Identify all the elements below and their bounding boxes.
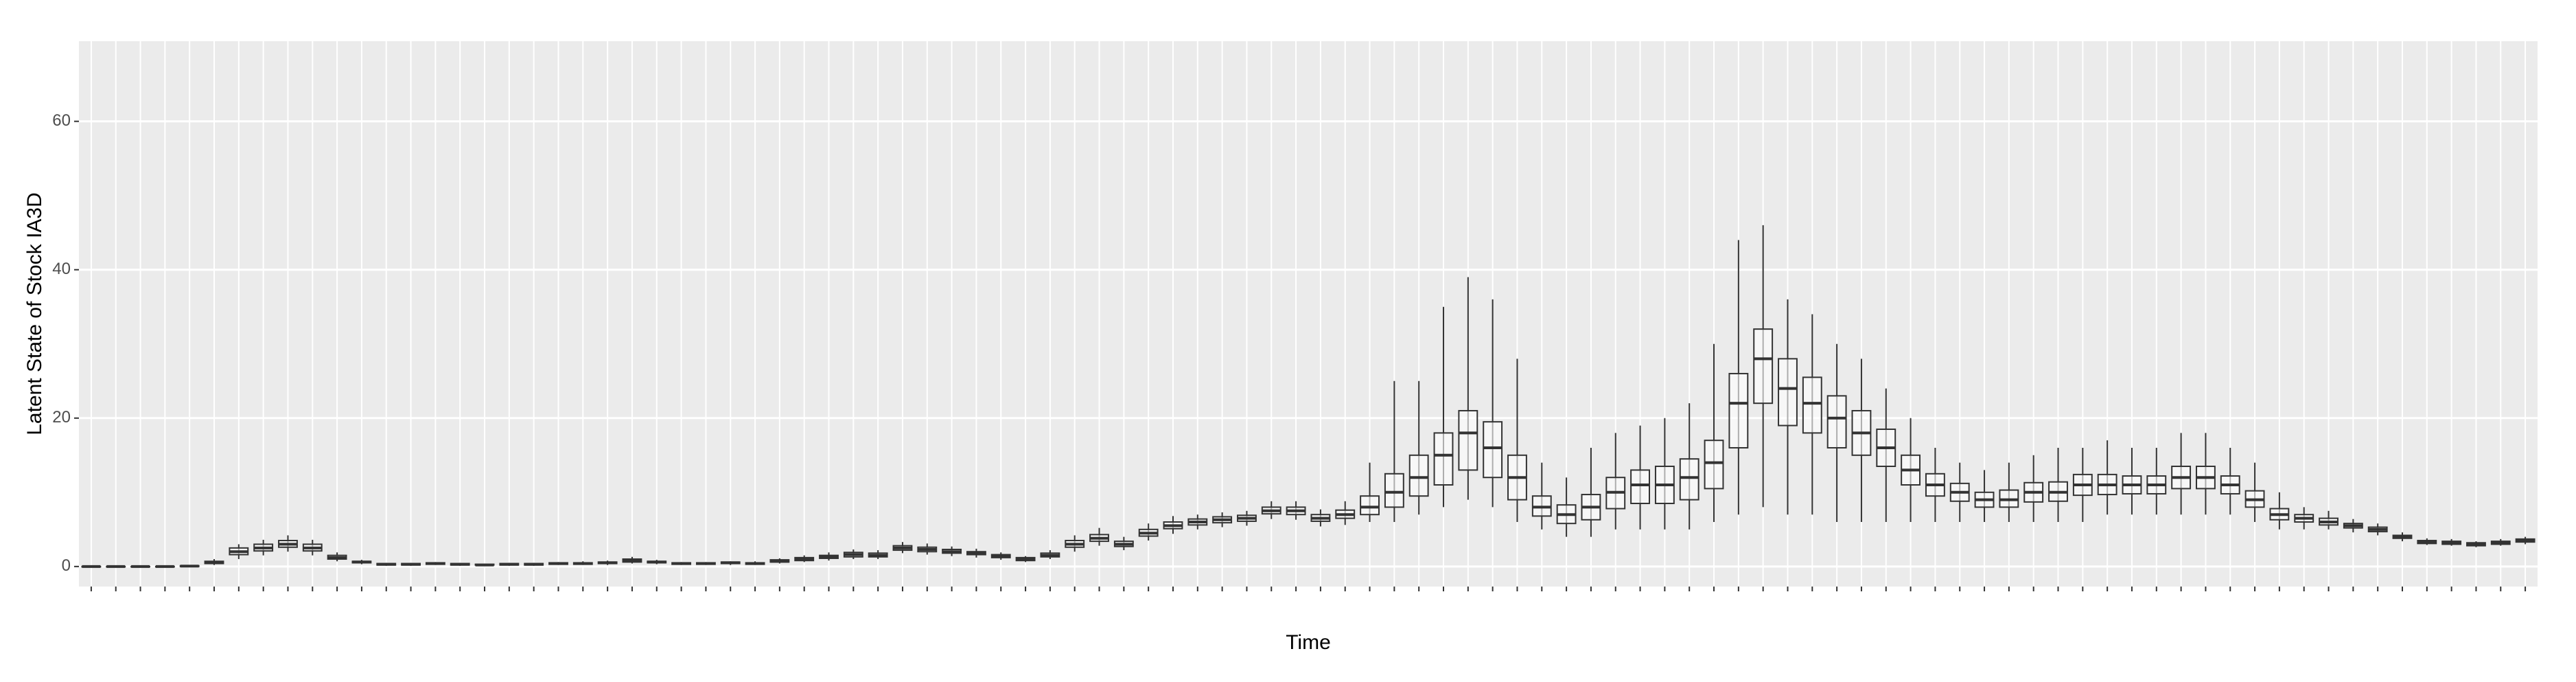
- box: [1483, 421, 1503, 479]
- y-tick-label: 60: [52, 111, 71, 130]
- y-tick-label: 40: [52, 260, 71, 278]
- box: [1826, 395, 1847, 448]
- box: [1433, 432, 1454, 486]
- box: [1384, 473, 1404, 508]
- box: [1802, 376, 1822, 434]
- panel: [79, 41, 2538, 587]
- grid: [79, 41, 2538, 587]
- box: [1458, 409, 1478, 471]
- box: [1704, 440, 1724, 490]
- x-axis-title: Time: [1286, 631, 1331, 654]
- box: [1360, 495, 1380, 516]
- y-tick-label: 20: [52, 408, 71, 427]
- box: [1679, 458, 1699, 501]
- y-axis-title: Latent State of Stock IA3D: [23, 192, 46, 435]
- box: [1753, 328, 1774, 405]
- box: [1728, 372, 1749, 448]
- box: [1630, 469, 1651, 505]
- marks: [81, 225, 2536, 568]
- y-tick-label: 0: [62, 556, 71, 575]
- box: [1778, 358, 1798, 427]
- box: [1408, 454, 1429, 497]
